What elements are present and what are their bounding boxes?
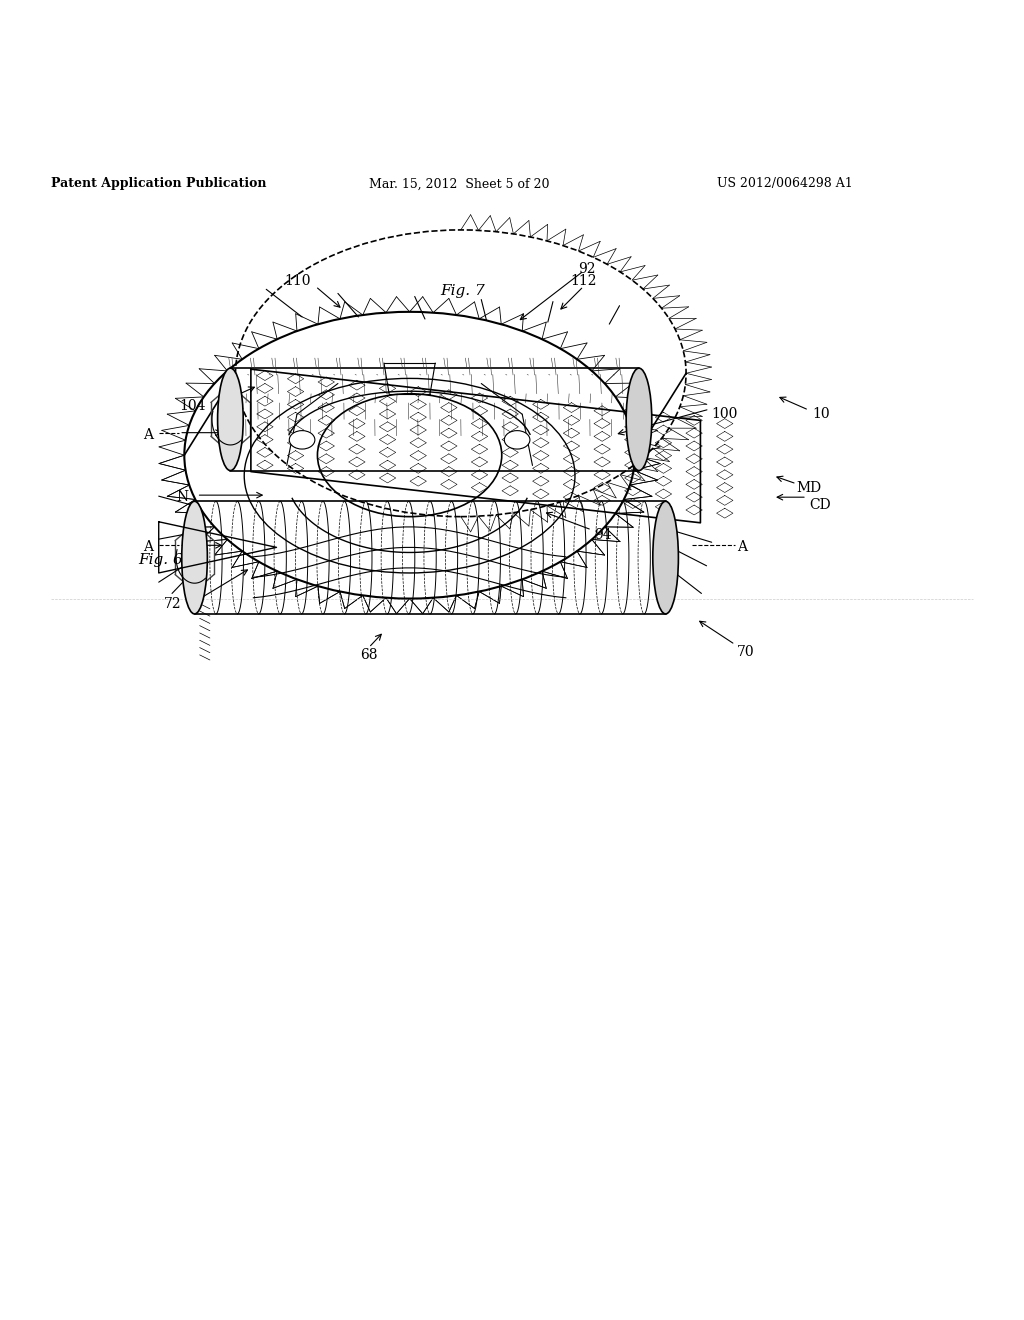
Text: A: A — [143, 428, 154, 442]
Text: 112: 112 — [570, 275, 597, 288]
Text: CD: CD — [809, 499, 830, 512]
Text: 100: 100 — [712, 408, 738, 421]
Ellipse shape — [504, 430, 530, 449]
Text: Fig. 7: Fig. 7 — [440, 284, 485, 298]
Text: N: N — [176, 490, 188, 504]
Text: Mar. 15, 2012  Sheet 5 of 20: Mar. 15, 2012 Sheet 5 of 20 — [369, 177, 549, 190]
Text: 94: 94 — [594, 528, 611, 543]
Text: Fig. 6C: Fig. 6C — [138, 553, 195, 566]
Ellipse shape — [653, 502, 678, 614]
Text: A: A — [143, 540, 154, 554]
Text: Patent Application Publication: Patent Application Publication — [51, 177, 266, 190]
Text: 70: 70 — [737, 644, 755, 659]
Text: 104: 104 — [179, 399, 206, 413]
Text: A: A — [737, 540, 748, 554]
Text: US 2012/0064298 A1: US 2012/0064298 A1 — [717, 177, 853, 190]
Text: 72: 72 — [164, 597, 181, 611]
Text: 92: 92 — [579, 261, 596, 276]
Text: 10: 10 — [812, 408, 829, 421]
Ellipse shape — [181, 502, 207, 614]
Ellipse shape — [290, 430, 315, 449]
Ellipse shape — [626, 368, 651, 470]
Ellipse shape — [217, 368, 244, 470]
Text: 68: 68 — [360, 648, 378, 661]
Text: 110: 110 — [285, 275, 311, 288]
Text: MD: MD — [797, 480, 822, 495]
